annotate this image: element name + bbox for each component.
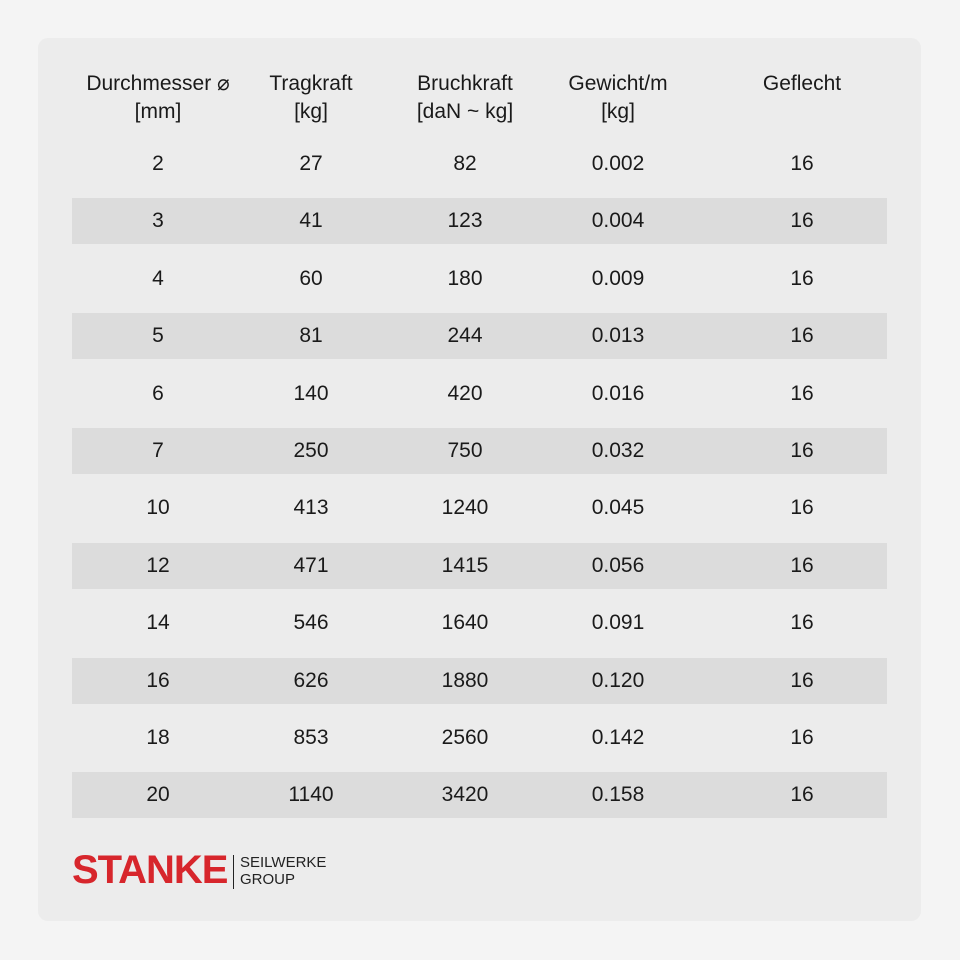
table-cell: 20: [146, 783, 170, 807]
table-cell: 0.158: [591, 783, 645, 807]
table-cell: 420: [447, 381, 483, 405]
table-cell: 16: [790, 381, 814, 405]
table-cell: 626: [293, 668, 329, 692]
row-stripe: [72, 198, 887, 245]
logo-line: GROUP: [240, 871, 296, 888]
table-cell: 0.045: [591, 496, 645, 520]
table-cell: 14: [146, 611, 170, 635]
table-cell: 3: [152, 209, 164, 233]
table-cell: 0.009: [591, 266, 645, 290]
column-header: [daN ~ kg]: [416, 100, 514, 123]
table-cell: 2: [152, 152, 164, 175]
table-cell: 12: [146, 553, 170, 577]
table-cell: 16: [790, 324, 814, 348]
table-cell: 1140: [288, 783, 334, 807]
table-cell: 10: [146, 496, 170, 520]
table-cell: 1880: [441, 668, 489, 692]
column-header: [kg]: [601, 100, 635, 123]
table-cell: 16: [790, 439, 814, 462]
table-cell: 16: [790, 611, 814, 635]
column-header: [mm]: [134, 100, 182, 123]
table-cell: 2560: [441, 726, 489, 749]
table-cell: 1415: [441, 553, 489, 577]
table-cell: 180: [447, 266, 483, 290]
table-cell: 82: [453, 152, 477, 175]
logo-line: SEILWERKE: [240, 854, 327, 871]
table-cell: 0.142: [591, 726, 645, 749]
table-cell: 0.016: [591, 381, 645, 405]
table-cell: 16: [790, 726, 814, 749]
table-cell: 0.032: [591, 439, 645, 462]
table-cell: 6: [152, 381, 164, 405]
table-cell: 41: [299, 209, 323, 233]
table-cell: 60: [299, 266, 323, 290]
table-cell: 413: [293, 496, 329, 520]
table-cell: 16: [790, 553, 814, 577]
table-cell: 7: [152, 439, 164, 462]
table-cell: 27: [299, 152, 323, 175]
table-cell: 546: [293, 611, 329, 635]
column-header: Gewicht/m: [568, 72, 668, 95]
logo-name: STANKE: [72, 848, 228, 892]
column-header: [kg]: [294, 100, 328, 123]
table-cell: 5: [152, 324, 164, 348]
table-cell: 123: [447, 209, 483, 233]
table-cell: 18: [146, 726, 170, 749]
table-cell: 16: [790, 668, 814, 692]
table-cell: 0.091: [591, 611, 645, 635]
table-cell: 0.013: [591, 324, 645, 348]
table-cell: 16: [790, 152, 814, 175]
table-cell: 0.056: [591, 553, 645, 577]
table-cell: 750: [447, 439, 483, 462]
table-cell: 16: [790, 209, 814, 233]
row-stripe: [72, 313, 887, 360]
table-cell: 1640: [441, 611, 489, 635]
row-stripe: [72, 542, 887, 589]
logo-separator: [233, 855, 234, 889]
column-header: Durchmesser ⌀: [86, 72, 230, 95]
table-cell: 16: [790, 783, 814, 807]
table-cell: 0.004: [591, 209, 645, 233]
column-header: Bruchkraft: [417, 72, 513, 95]
row-stripe: [72, 772, 887, 819]
table-cell: 0.120: [591, 668, 645, 692]
table-cell: 81: [299, 324, 323, 348]
table-cell: 244: [447, 324, 483, 348]
table-cell: 4: [152, 266, 164, 290]
table-cell: 1240: [441, 496, 489, 520]
table-cell: 16: [790, 496, 814, 520]
column-header: Geflecht: [762, 72, 842, 95]
table-cell: 16: [146, 668, 170, 692]
table-cell: 471: [293, 553, 329, 577]
row-stripe: [72, 657, 887, 704]
row-stripe: [72, 428, 887, 474]
table-cell: 16: [790, 266, 814, 290]
table-cell: 3420: [441, 783, 489, 807]
table-cell: 250: [293, 439, 329, 462]
table-cell: 853: [293, 726, 329, 749]
table-cell: 140: [293, 381, 329, 405]
table-cell: 0.002: [591, 152, 645, 175]
column-header: Tragkraft: [269, 72, 353, 95]
